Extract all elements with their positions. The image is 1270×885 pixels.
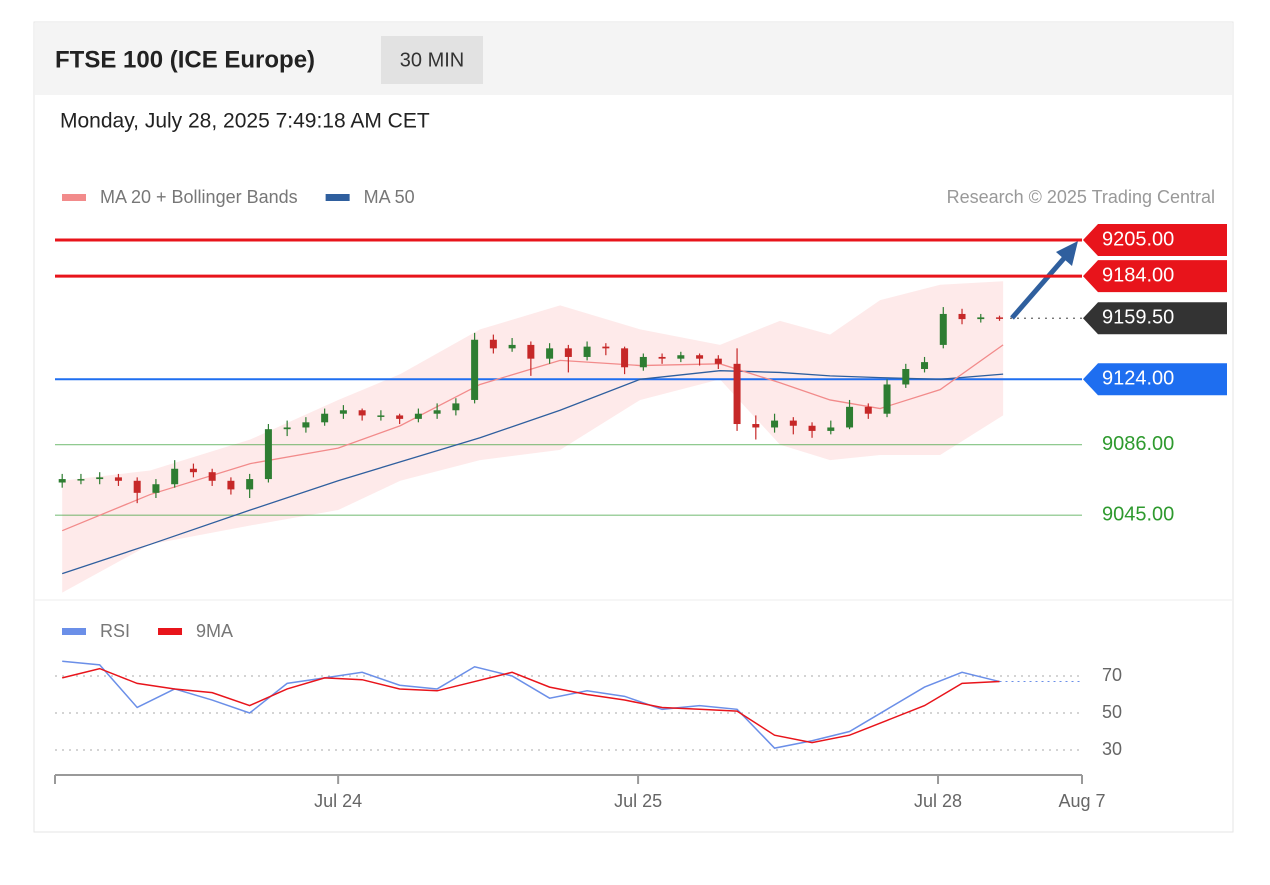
y-tick-label: 50 <box>1102 702 1122 722</box>
legend-swatch <box>158 628 183 635</box>
candle-body <box>771 420 779 428</box>
candle-body <box>489 339 497 349</box>
legend-swatch <box>62 628 86 635</box>
candle-body <box>114 477 122 481</box>
level-tag <box>1083 302 1227 335</box>
candle-body <box>77 479 85 481</box>
candle-body <box>696 355 704 359</box>
candle-body <box>583 346 591 357</box>
candle-body <box>677 355 685 359</box>
legend-swatch <box>325 194 350 201</box>
level-tag <box>1083 260 1227 293</box>
title: FTSE 100 (ICE Europe) <box>55 46 315 73</box>
level-tag <box>1083 363 1227 396</box>
rsi-line <box>62 667 1000 744</box>
candle-body <box>846 406 854 428</box>
x-tick-label: Jul 25 <box>614 791 662 811</box>
candle-body <box>321 413 329 423</box>
legend-label: MA 50 <box>364 187 415 207</box>
candle-body <box>396 415 404 419</box>
x-tick-label: Jul 28 <box>914 791 962 811</box>
level-label: 9205.00 <box>1102 228 1174 250</box>
level-label: 9124.00 <box>1102 368 1174 390</box>
candle-body <box>621 348 629 368</box>
candle-body <box>977 317 985 320</box>
timestamp: Monday, July 28, 2025 7:49:18 AM CET <box>60 110 430 133</box>
rsi-line <box>62 660 1000 749</box>
timeframe-box <box>381 36 483 84</box>
level-label: 9045.00 <box>1102 503 1174 525</box>
candle-body <box>358 410 366 416</box>
candle-body <box>189 468 197 473</box>
candle-body <box>827 427 835 431</box>
legend-label: MA 20 + Bollinger Bands <box>100 187 298 207</box>
candle-body <box>658 356 666 359</box>
candle-body <box>339 410 347 414</box>
candle-body <box>602 346 610 349</box>
candle-body <box>546 348 554 359</box>
candle-body <box>208 472 216 481</box>
candle-body <box>958 313 966 320</box>
candle-body <box>283 427 291 430</box>
candle-body <box>471 339 479 400</box>
x-tick-label: Aug 7 <box>1058 791 1105 811</box>
candle-body <box>377 415 385 417</box>
timeframe: 30 MIN <box>400 49 464 71</box>
candle-body <box>789 420 797 426</box>
candle-body <box>302 422 310 428</box>
level-tag <box>1083 223 1227 256</box>
forecast-arrow <box>1010 254 1068 320</box>
candle-body <box>902 368 910 385</box>
ma50-line <box>61 370 1004 575</box>
candle-body <box>452 403 460 411</box>
level-label: 9184.00 <box>1102 264 1174 286</box>
candle-body <box>752 424 760 428</box>
y-tick-label: 30 <box>1102 739 1122 759</box>
candle-body <box>527 344 535 359</box>
candle-body <box>246 479 254 490</box>
forecast-arrowhead <box>1056 241 1078 266</box>
candle-body <box>733 363 741 425</box>
level-label: 9159.50 <box>1102 307 1174 329</box>
credit: Research © 2025 Trading Central <box>947 187 1215 207</box>
candle-body <box>939 313 947 345</box>
candle-body <box>433 410 441 414</box>
candle-body <box>864 406 872 414</box>
candle-body <box>227 480 235 490</box>
panel <box>33 21 1234 833</box>
header-bar <box>35 23 1232 95</box>
candle-body <box>58 479 66 483</box>
candle-body <box>96 477 104 480</box>
legend-label: RSI <box>100 621 130 641</box>
candle-body <box>808 425 816 431</box>
candle-body <box>714 358 722 364</box>
legend-swatch <box>62 194 86 201</box>
candle-body <box>264 429 272 480</box>
candle-body <box>883 384 891 414</box>
candle-body <box>152 484 160 493</box>
x-tick-label: Jul 24 <box>314 791 362 811</box>
candle-body <box>639 356 647 368</box>
legend-label: 9MA <box>196 621 233 641</box>
candle-body <box>508 344 516 349</box>
level-label: 9086.00 <box>1102 433 1174 455</box>
candle-body <box>133 480 141 493</box>
candle-body <box>921 362 929 369</box>
candle-body <box>996 317 1004 319</box>
candle-body <box>564 348 572 357</box>
candle-body <box>171 468 179 485</box>
candle-body <box>414 413 422 419</box>
y-tick-label: 70 <box>1102 665 1122 685</box>
